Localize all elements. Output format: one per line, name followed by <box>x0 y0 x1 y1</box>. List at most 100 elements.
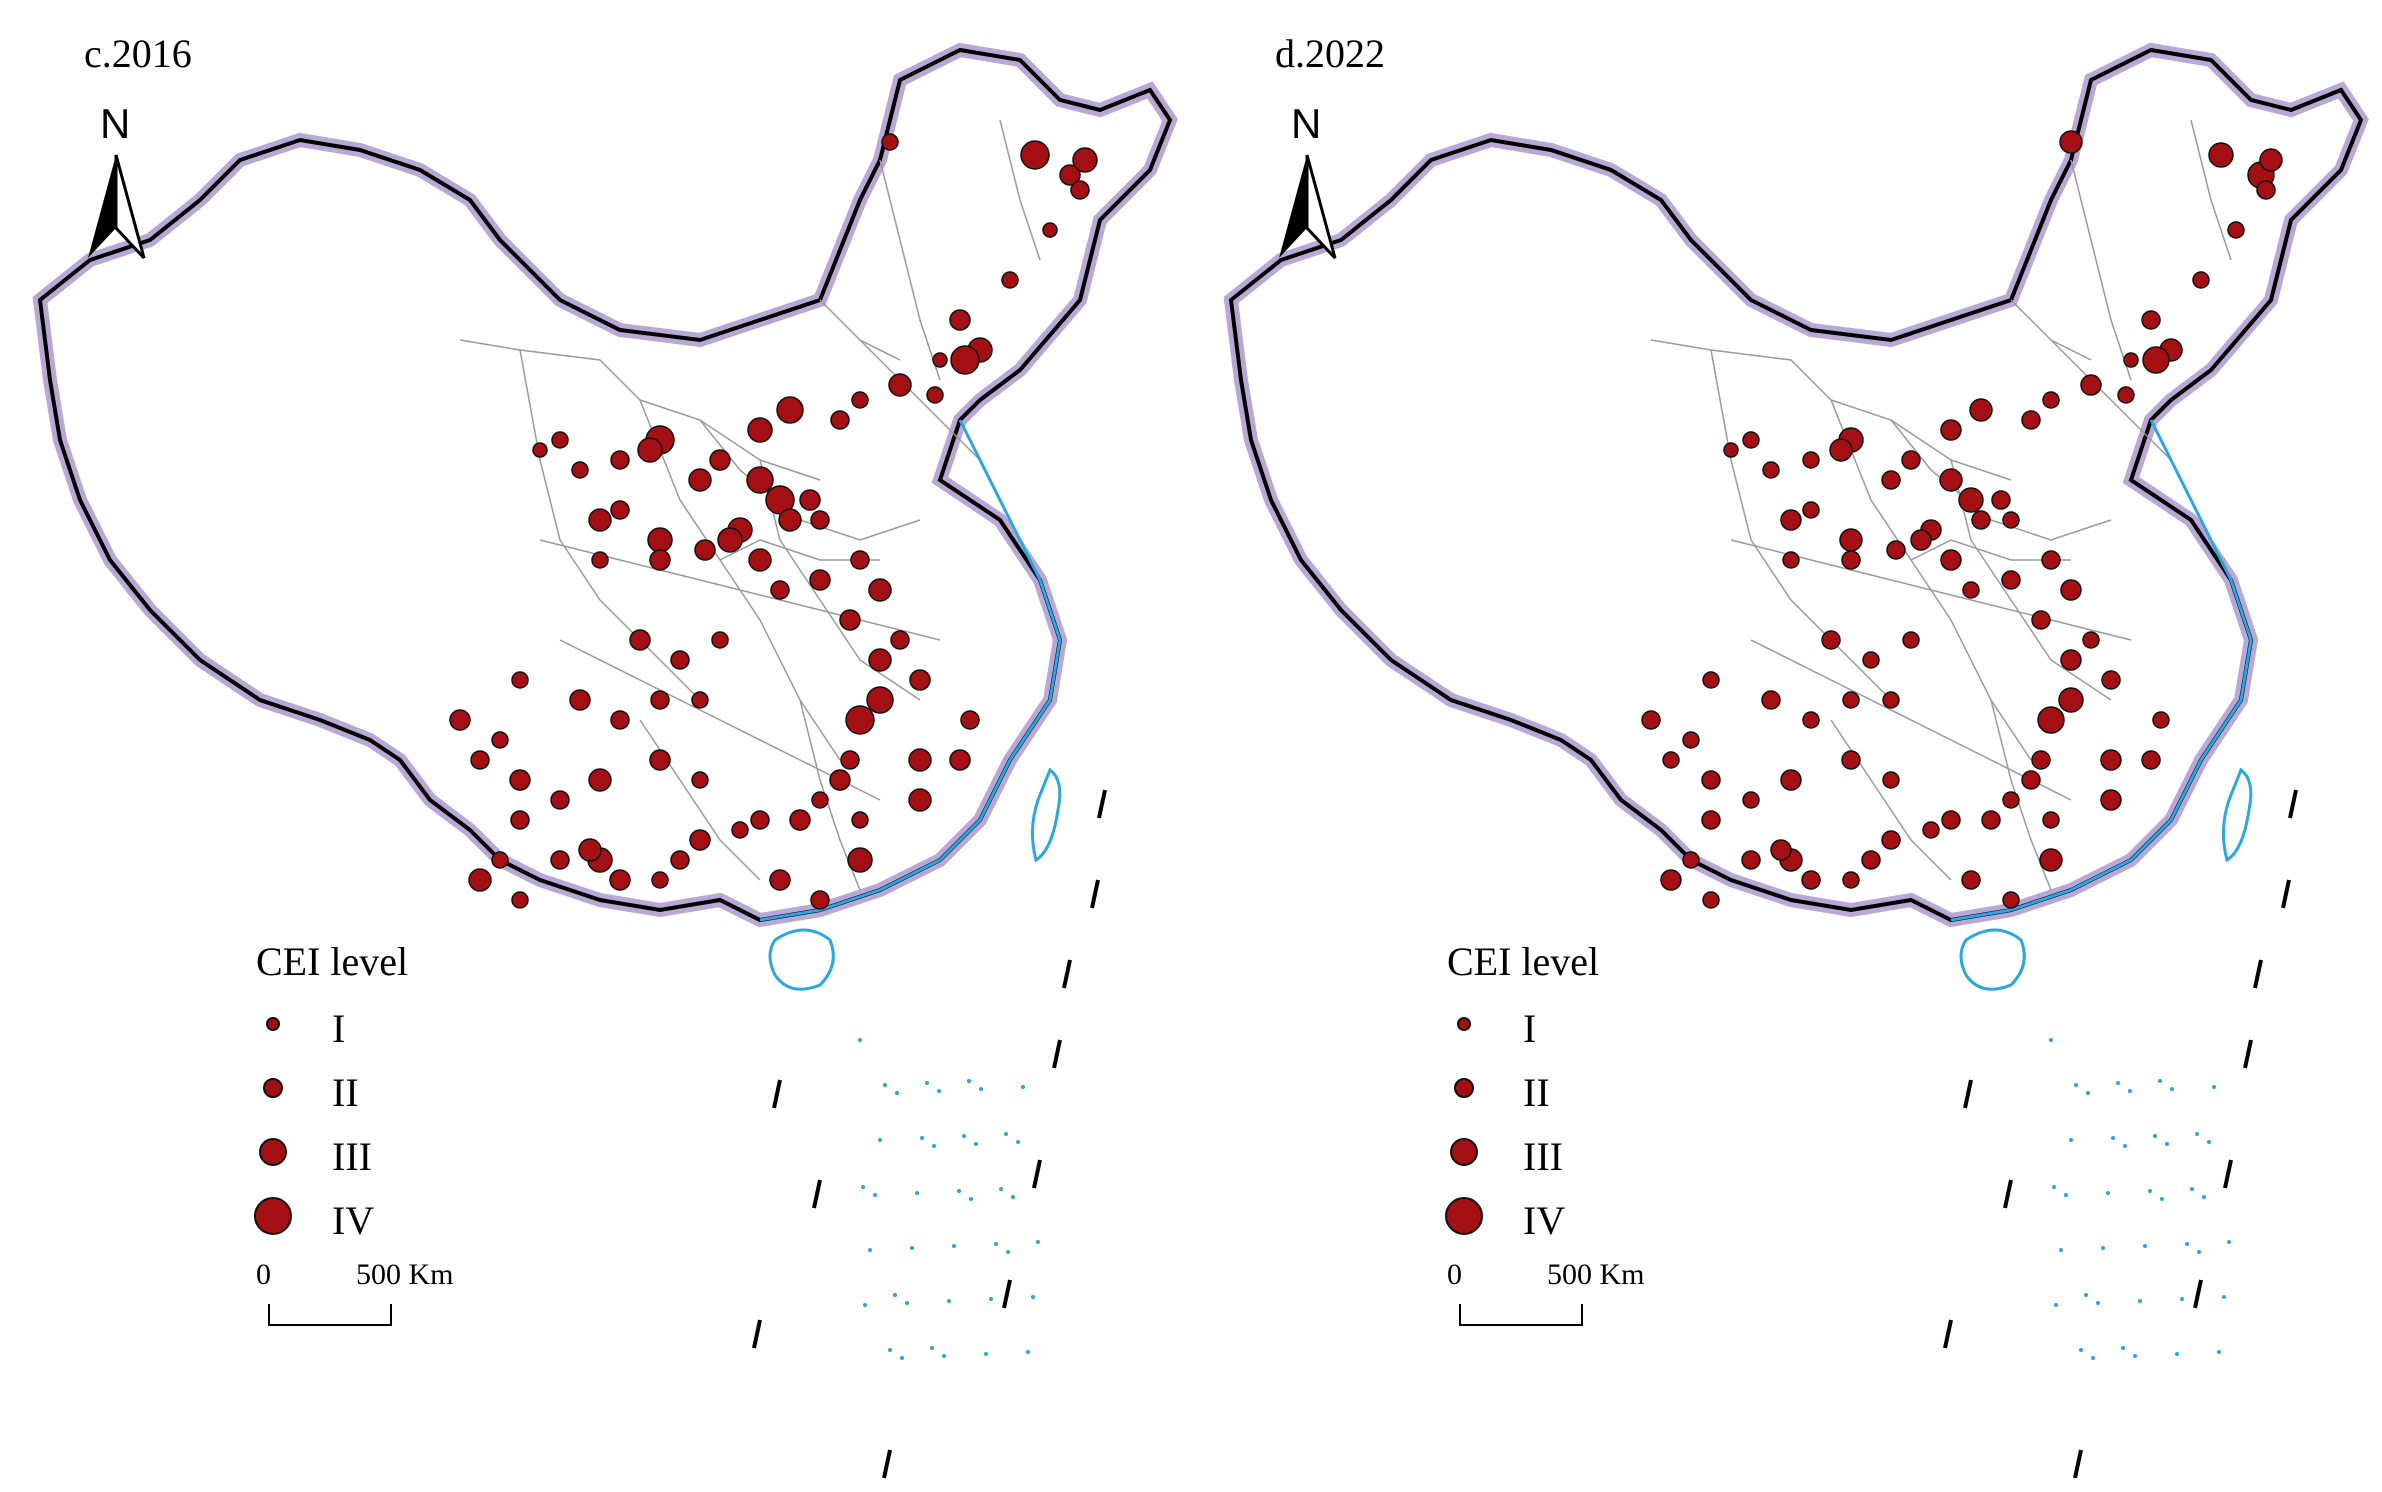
south-sea-island <box>1021 1085 1025 1089</box>
legend-label-i: I <box>332 1006 346 1051</box>
south-sea-island <box>2158 1079 2162 1083</box>
cei-point <box>2060 649 2082 671</box>
cei-point <box>809 569 831 591</box>
cei-point <box>609 869 631 891</box>
cei-point <box>789 809 811 831</box>
cei-point <box>1702 891 1720 909</box>
south-sea-island <box>930 1346 934 1350</box>
cei-point <box>1821 630 1841 650</box>
south-sea-island <box>999 1187 1003 1191</box>
legend-dot-iv <box>254 1197 292 1235</box>
south-sea-island <box>2116 1081 2120 1085</box>
south-sea-island <box>2153 1134 2157 1138</box>
cei-point <box>866 686 894 714</box>
nine-dash-line <box>1032 1159 1042 1189</box>
south-sea-island <box>2227 1240 2231 1244</box>
cei-point <box>1881 830 1901 850</box>
cei-point <box>1741 850 1761 870</box>
cei-point <box>1922 821 1940 839</box>
cei-point <box>511 891 529 909</box>
cei-point <box>1762 461 1780 479</box>
cei-point <box>2001 570 2021 590</box>
cei-point <box>1780 509 1802 531</box>
south-sea-island <box>989 1297 993 1301</box>
province-boundary <box>879 159 941 381</box>
cei-point <box>1660 869 1682 891</box>
south-sea-island <box>2086 1091 2090 1095</box>
cei-point <box>649 749 671 771</box>
legend-dot-i <box>1457 1017 1471 1031</box>
south-sea-island <box>900 1356 904 1360</box>
nine-dash-line <box>752 1319 762 1349</box>
south-sea-island <box>895 1091 899 1095</box>
legend-dot-ii <box>263 1078 283 1098</box>
legend-item-iv: IV <box>254 1191 556 1255</box>
cei-point <box>2031 750 2051 770</box>
south-sea-island <box>925 1081 929 1085</box>
south-sea-island <box>1031 1295 1035 1299</box>
cei-point <box>850 550 870 570</box>
legend: CEI level I II III IV <box>1445 938 1747 1255</box>
south-sea-island <box>2197 1250 2201 1254</box>
cei-point <box>1070 180 1090 200</box>
south-sea-island <box>2059 1248 2063 1252</box>
south-sea-island <box>2148 1189 2152 1193</box>
hainan-island <box>1959 928 2026 991</box>
cei-point <box>588 508 612 532</box>
coastline <box>759 419 1062 922</box>
cei-point <box>960 710 980 730</box>
nine-dash-line <box>2003 1179 2013 1209</box>
north-arrow-icon <box>1279 154 1337 260</box>
cei-point <box>670 850 690 870</box>
south-sea-island <box>2222 1295 2226 1299</box>
south-sea-island <box>2175 1352 2179 1356</box>
cei-point <box>2039 848 2063 872</box>
cei-point <box>1020 140 1050 170</box>
cei-point <box>747 417 773 443</box>
cei-point <box>776 396 804 424</box>
south-sea-island <box>2121 1346 2125 1350</box>
cei-point <box>1901 450 1921 470</box>
cei-point <box>1839 528 1863 552</box>
legend: CEI level I II III IV <box>254 938 556 1255</box>
province-boundary <box>759 459 921 701</box>
cei-point <box>851 811 869 829</box>
cei-point <box>810 890 830 910</box>
south-sea-island <box>2207 1140 2211 1144</box>
province-boundary <box>1710 349 1892 701</box>
nine-dash-line <box>2281 879 2291 909</box>
nine-dash-line <box>1002 1279 1012 1309</box>
cei-point <box>1962 581 1980 599</box>
south-sea-island <box>1006 1250 1010 1254</box>
cei-point <box>778 508 802 532</box>
south-sea-island <box>2165 1142 2169 1146</box>
cei-point <box>1802 501 1820 519</box>
cei-point <box>845 705 875 735</box>
cei-point <box>1742 431 1760 449</box>
north-arrow: N <box>1267 100 1347 260</box>
scale-bar: 0 500 Km <box>1447 1258 1707 1338</box>
cei-point <box>591 551 609 569</box>
south-sea-island <box>2195 1132 2199 1136</box>
china-map-2022 <box>1223 42 2369 1479</box>
hainan-island <box>768 928 835 991</box>
cei-point <box>2041 550 2061 570</box>
cei-point <box>949 749 971 771</box>
cei-point <box>2002 511 2020 529</box>
cei-point <box>691 771 709 789</box>
south-sea-island <box>932 1144 936 1148</box>
cei-point <box>688 468 712 492</box>
nine-dash-line <box>2223 1159 2233 1189</box>
province-boundary <box>1830 719 1952 881</box>
south-sea-island <box>2101 1246 2105 1250</box>
legend-label-ii: II <box>1523 1070 1550 1115</box>
scale-zero: 0 <box>1447 1258 1462 1291</box>
cei-point <box>1782 551 1800 569</box>
cei-point <box>926 386 944 404</box>
cei-point <box>649 549 671 571</box>
cei-point <box>532 442 548 458</box>
scale-bar-line <box>1459 1304 1583 1326</box>
cei-point <box>810 510 830 530</box>
cei-point <box>1662 751 1680 769</box>
south-sea-island <box>2143 1244 2147 1248</box>
